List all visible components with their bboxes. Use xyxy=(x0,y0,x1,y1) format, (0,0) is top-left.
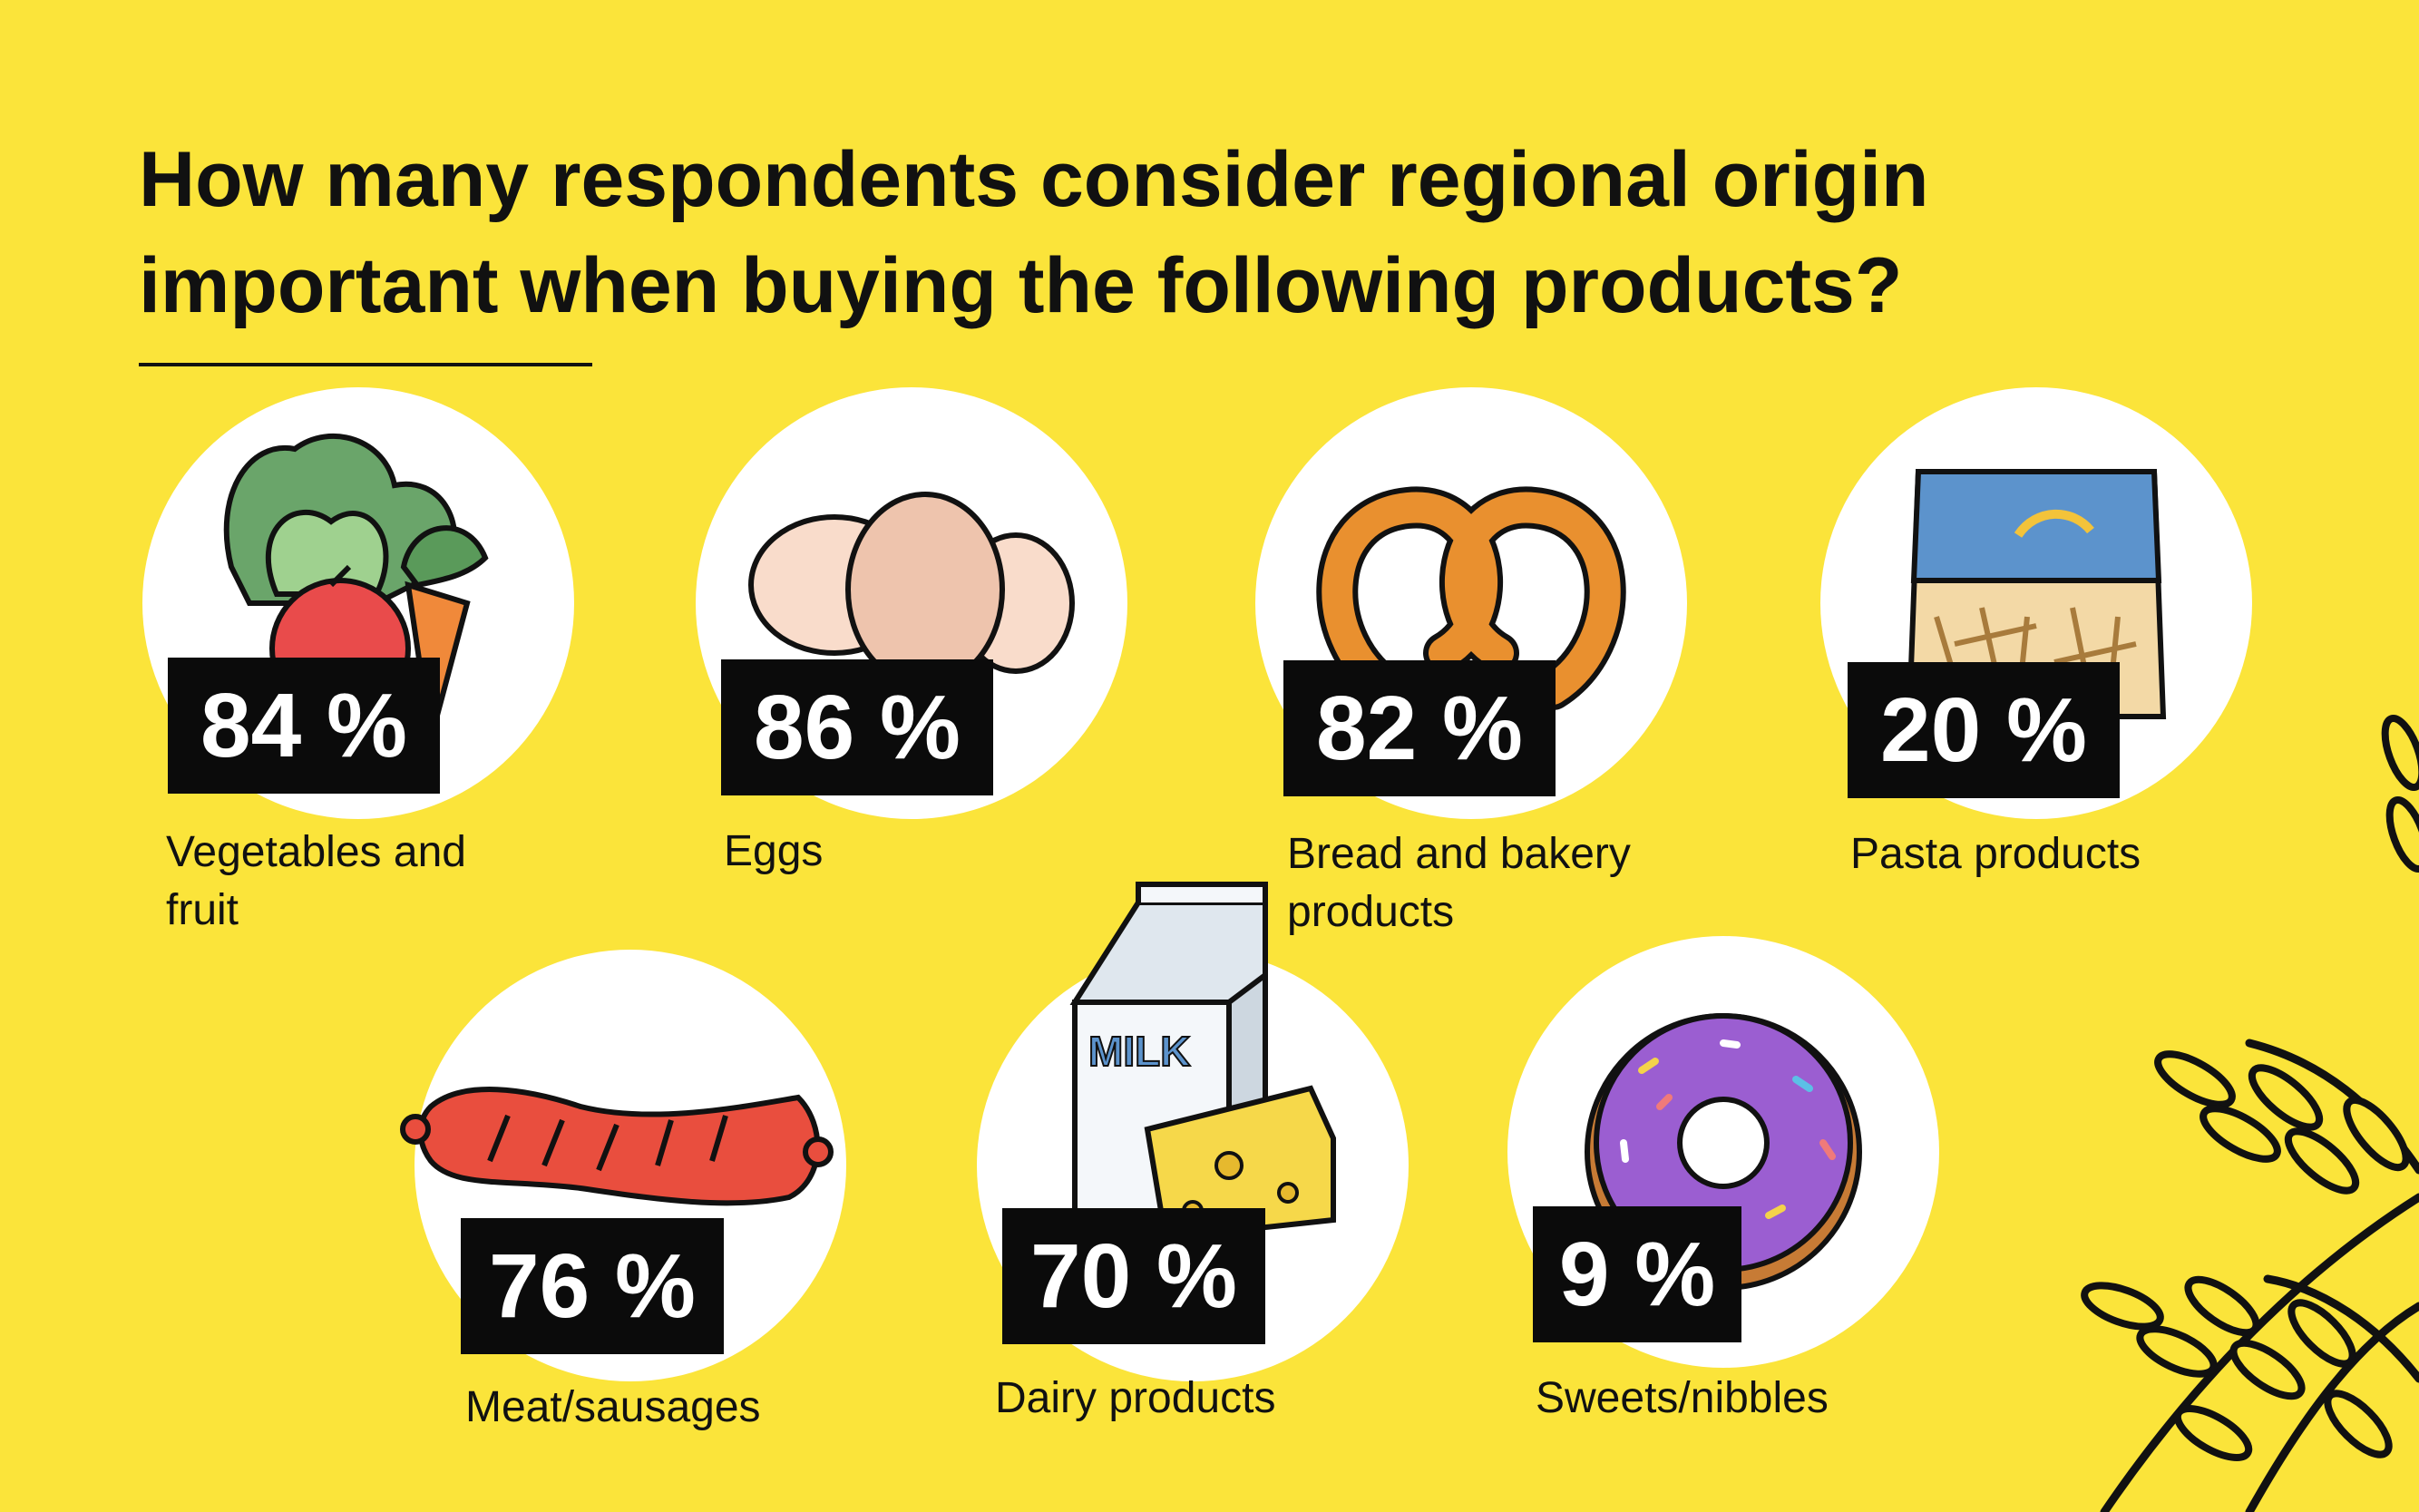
value-badge: 76 % xyxy=(461,1218,724,1354)
item-label: Meat/sausages xyxy=(465,1383,761,1431)
pasta-bag-icon xyxy=(1906,469,2167,719)
value-badge: 20 % xyxy=(1848,662,2120,798)
item-label: Vegetables and fruit xyxy=(166,828,466,934)
item-label: Pasta products xyxy=(1850,830,2141,878)
svg-text:MILK: MILK xyxy=(1088,1028,1190,1075)
value-badge: 70 % xyxy=(1002,1208,1265,1344)
value-badge: 9 % xyxy=(1533,1206,1741,1342)
value-badge: 82 % xyxy=(1283,660,1556,796)
item-label: Sweets/nibbles xyxy=(1536,1374,1829,1422)
item-label: Bread and bakery products xyxy=(1287,830,1631,936)
title-divider xyxy=(139,363,592,366)
value-badge: 84 % xyxy=(168,658,440,794)
item-label: Dairy products xyxy=(995,1374,1276,1422)
pretzel-icon xyxy=(1316,486,1626,710)
value-badge: 86 % xyxy=(721,659,993,795)
item-label: Eggs xyxy=(724,827,824,875)
milk-cheese-icon: MILK xyxy=(1069,882,1336,1255)
page-title: How many respondents consider regional o… xyxy=(139,136,1929,329)
eggs-icon xyxy=(748,492,1075,688)
sausage-icon xyxy=(400,1087,834,1206)
